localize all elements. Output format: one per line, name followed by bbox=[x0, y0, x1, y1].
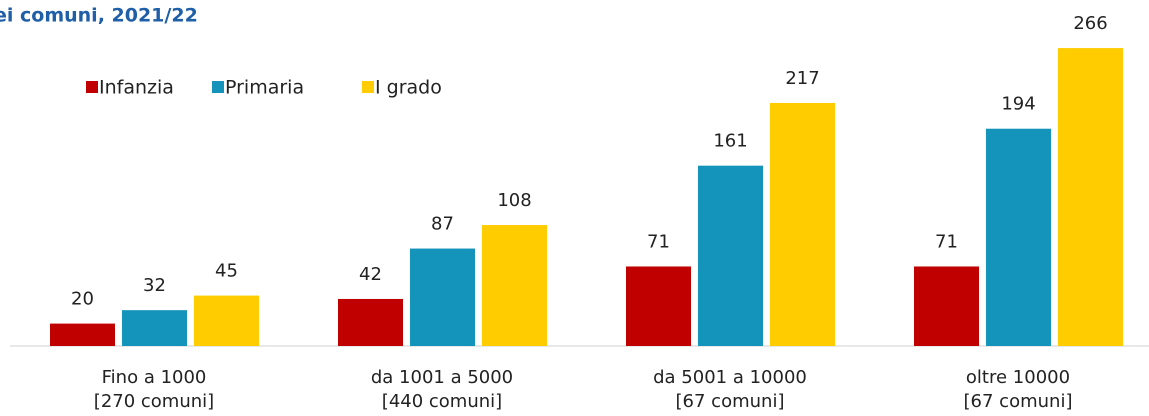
value-label: 161 bbox=[713, 131, 747, 152]
value-label: 108 bbox=[497, 190, 531, 211]
bar bbox=[1058, 48, 1123, 347]
x-tick-label: da 1001 a 5000 [440 comuni] bbox=[370, 367, 514, 412]
bar bbox=[194, 295, 259, 346]
value-label: 194 bbox=[1001, 94, 1035, 115]
value-label: 20 bbox=[71, 289, 94, 310]
value-label: 32 bbox=[143, 275, 166, 296]
value-label: 71 bbox=[935, 231, 958, 252]
bar bbox=[482, 225, 547, 346]
value-label: 87 bbox=[431, 214, 454, 235]
value-label: 45 bbox=[215, 261, 238, 282]
chart-title: ei comuni, 2021/22 bbox=[0, 5, 198, 27]
legend-label: Primaria bbox=[225, 77, 304, 99]
legend-swatch bbox=[212, 81, 224, 93]
bar bbox=[698, 165, 763, 346]
value-label: 42 bbox=[359, 264, 382, 285]
value-label: 71 bbox=[647, 231, 670, 252]
bar bbox=[122, 310, 187, 346]
x-tick-label: oltre 10000 [67 comuni] bbox=[963, 367, 1073, 412]
bar bbox=[338, 298, 403, 346]
x-tick-label: da 5001 a 10000 [67 comuni] bbox=[653, 367, 807, 412]
bar bbox=[914, 266, 979, 346]
bar bbox=[770, 102, 835, 347]
value-label: 266 bbox=[1073, 13, 1107, 34]
bar bbox=[986, 128, 1051, 346]
value-label: 217 bbox=[785, 68, 819, 89]
x-tick-label: Fino a 1000 [270 comuni] bbox=[93, 367, 215, 412]
legend-swatch bbox=[86, 81, 98, 93]
legend-label: Infanzia bbox=[99, 77, 174, 99]
bar bbox=[626, 266, 691, 346]
bar bbox=[50, 323, 115, 346]
bar bbox=[410, 248, 475, 346]
legend-label: I grado bbox=[375, 77, 442, 99]
legend-swatch bbox=[362, 81, 374, 93]
